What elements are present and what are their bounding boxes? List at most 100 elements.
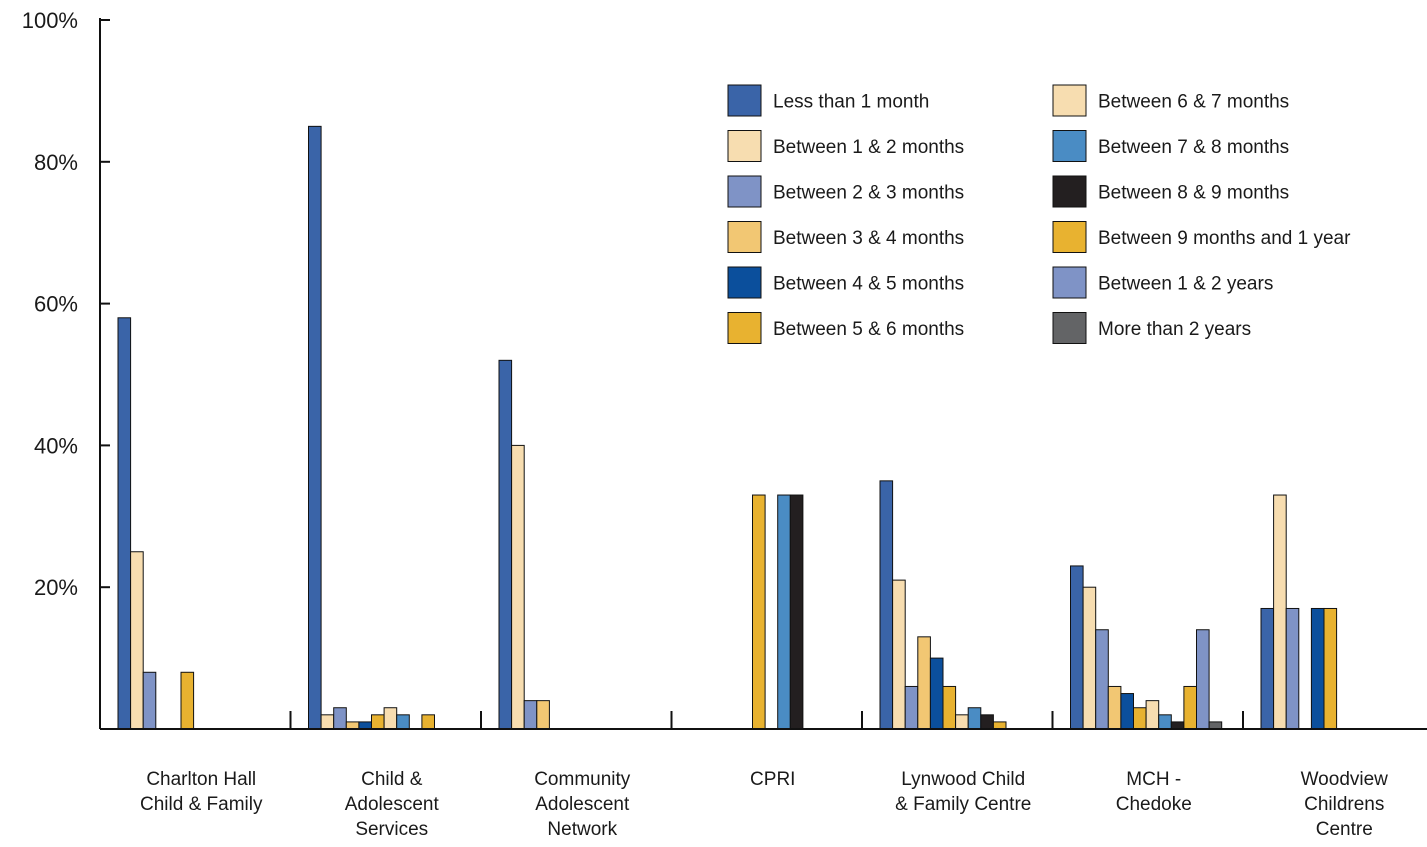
bar: [777, 494, 791, 730]
bar: [1183, 685, 1198, 730]
bars: [117, 125, 1338, 730]
bar: [117, 317, 132, 730]
legend-swatch: [1052, 221, 1087, 253]
category-label-line: Centre: [1316, 819, 1373, 840]
bar: [1107, 685, 1122, 730]
legend-item: Between 9 months and 1 year: [1052, 221, 1351, 253]
category-label-line: Charlton Hall: [146, 769, 256, 790]
bar: [142, 671, 157, 730]
category-label-line: Network: [547, 819, 617, 840]
legend-swatch: [727, 130, 762, 162]
legend-item: Less than 1 month: [727, 84, 929, 117]
bar: [511, 444, 525, 730]
category-label: CPRI: [750, 769, 795, 790]
category-label-line: Child & Family: [140, 794, 263, 815]
legend-item: Between 7 & 8 months: [1052, 130, 1289, 162]
legend-item: Between 8 & 9 months: [1052, 175, 1289, 208]
legend-label: Less than 1 month: [773, 92, 929, 113]
y-tick-label: 60%: [34, 292, 78, 317]
category-label-line: Services: [355, 819, 428, 840]
legend-item: Between 4 & 5 months: [727, 266, 964, 299]
legend-label: More than 2 years: [1098, 319, 1251, 340]
bar: [1260, 607, 1275, 730]
legend-swatch: [1052, 130, 1087, 162]
bar: [904, 685, 919, 730]
bar: [1170, 721, 1185, 730]
bar: [180, 671, 195, 730]
bar: [992, 721, 1007, 730]
bar: [879, 480, 894, 730]
bar: [1095, 629, 1109, 730]
category-label: Child & Adolescent Services: [345, 769, 440, 840]
legend-item: Between 5 & 6 months: [727, 312, 964, 344]
category-label-line: Adolescent: [535, 794, 630, 815]
legend-label: Between 2 & 3 months: [773, 183, 964, 204]
bar: [536, 700, 550, 730]
category-label-line: CPRI: [750, 769, 795, 790]
bar: [1145, 700, 1160, 730]
bar: [1120, 693, 1135, 730]
bar: [1070, 565, 1084, 730]
legend-swatch: [727, 175, 762, 208]
legend-label: Between 6 & 7 months: [1098, 92, 1289, 113]
legend-swatch: [1052, 266, 1087, 299]
legend-label: Between 3 & 4 months: [773, 228, 964, 249]
category-label: MCH - Chedoke: [1116, 769, 1192, 815]
category-label-line: & Family Centre: [895, 794, 1031, 815]
legend-label: Between 8 & 9 months: [1098, 183, 1289, 204]
bar: [333, 707, 347, 730]
y-tick-label: 40%: [34, 433, 78, 458]
legend-label: Between 5 & 6 months: [773, 319, 964, 340]
y-axis: 20% 40% 60% 80% 100%: [22, 8, 110, 729]
bar: [498, 359, 513, 730]
category-label-line: Lynwood Child: [901, 769, 1025, 790]
legend-label: Between 9 months and 1 year: [1098, 228, 1351, 249]
bar: [383, 707, 398, 730]
y-tick-label: 20%: [34, 575, 78, 600]
legend-label: Between 4 & 5 months: [773, 274, 964, 295]
bar: [1158, 714, 1172, 730]
bar: [320, 714, 335, 730]
legend-swatch: [1052, 312, 1087, 344]
legend-item: More than 2 years: [1052, 312, 1251, 344]
category-label-line: Adolescent: [345, 794, 440, 815]
legend-swatch: [1052, 175, 1087, 208]
bar: [1285, 607, 1300, 730]
category-label-line: Child &: [361, 769, 423, 790]
bar: [130, 551, 144, 730]
legend-swatch: [727, 312, 762, 344]
legend-label: Between 1 & 2 years: [1098, 274, 1273, 295]
bar: [967, 707, 982, 730]
bar: [955, 714, 969, 730]
bar: [1082, 586, 1097, 730]
bar: [789, 494, 804, 730]
bar: [1196, 629, 1210, 730]
bar: [752, 494, 766, 730]
category-labels: Charlton Hall Child & Family Child & Adoles…: [140, 769, 1388, 840]
legend-swatch: [727, 84, 762, 117]
legend-item: Between 6 & 7 months: [1052, 84, 1289, 117]
category-label: Charlton Hall Child & Family: [140, 769, 263, 815]
y-tick-label: 80%: [34, 150, 78, 175]
legend: Less than 1 month Between 1 & 2 months Bet…: [727, 84, 1351, 344]
bar: [1208, 721, 1223, 730]
category-label-line: Chedoke: [1116, 794, 1192, 815]
bar: [308, 125, 322, 730]
category-label-line: Childrens: [1304, 794, 1384, 815]
legend-label: Between 1 & 2 months: [773, 137, 964, 158]
legend-swatch: [727, 221, 762, 253]
bar: [929, 657, 944, 730]
bar: [917, 636, 931, 730]
legend-label: Between 7 & 8 months: [1098, 137, 1289, 158]
category-label: Woodview Childrens Centre: [1301, 769, 1389, 840]
category-label-line: MCH -: [1126, 769, 1181, 790]
legend-item: Between 1 & 2 months: [727, 130, 964, 162]
bar: [523, 700, 538, 730]
legend-item: Between 2 & 3 months: [727, 175, 964, 208]
bar: [1323, 607, 1338, 730]
bar: [980, 714, 994, 730]
category-label-line: Community: [534, 769, 631, 790]
bar: [1133, 707, 1147, 730]
category-label-line: Woodview: [1301, 769, 1389, 790]
